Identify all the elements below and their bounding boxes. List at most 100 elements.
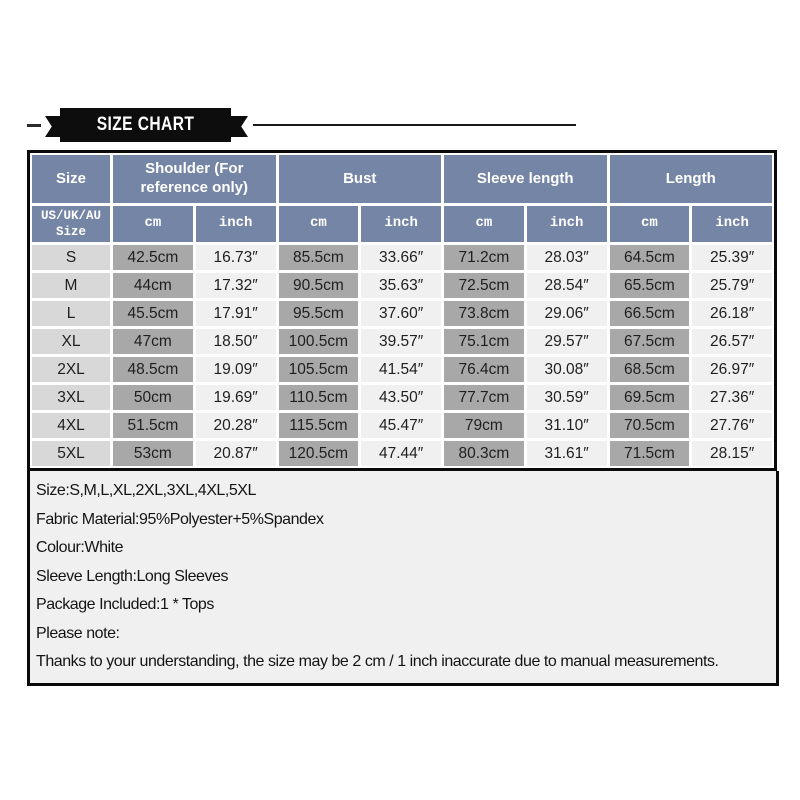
measurement-cell: 17.91″ [195, 301, 276, 326]
size-cell: M [32, 273, 110, 298]
measurement-cell: 53cm [113, 441, 193, 466]
measurement-cell: 115.5cm [278, 413, 359, 438]
subheader-us-uk-au-size: US/UK/AU Size [32, 206, 110, 242]
measurement-cell: 17.32″ [195, 273, 276, 298]
note-colour: Colour:White [36, 539, 124, 556]
measurement-cell: 47cm [113, 329, 193, 354]
measurement-cell: 50cm [113, 385, 193, 410]
measurement-cell: 110.5cm [278, 385, 359, 410]
subheader-inch: inch [692, 206, 772, 242]
measurement-cell: 35.63″ [361, 273, 441, 298]
measurement-cell: 120.5cm [278, 441, 359, 466]
measurement-cell: 26.57″ [692, 329, 772, 354]
measurement-cell: 30.59″ [526, 385, 607, 410]
measurement-cell: 71.5cm [609, 441, 690, 466]
size-table: Size Shoulder (For reference only) Bust … [27, 150, 777, 471]
size-cell: S [32, 245, 110, 270]
measurement-cell: 41.54″ [361, 357, 441, 382]
measurement-cell: 20.87″ [195, 441, 276, 466]
ribbon-right-fold-icon [231, 116, 248, 137]
measurement-cell: 44cm [113, 273, 193, 298]
size-cell: L [32, 301, 110, 326]
note-please-note: Please note: [36, 624, 120, 642]
measurement-cell: 72.5cm [444, 273, 524, 298]
measurement-cell: 31.61″ [526, 441, 607, 466]
measurement-cell: 51.5cm [113, 413, 193, 438]
measurement-cell: 18.50″ [195, 329, 276, 354]
col-group-shoulder: Shoulder (For reference only) [113, 155, 276, 203]
size-chart-banner: SIZE CHART [0, 108, 800, 144]
measurement-cell: 45.5cm [113, 301, 193, 326]
size-cell: 4XL [32, 413, 110, 438]
measurement-cell: 65.5cm [609, 273, 690, 298]
measurement-cell: 75.1cm [444, 329, 524, 354]
note-disclaimer: Thanks to your understanding, the size m… [36, 653, 719, 670]
measurement-cell: 16.73″ [195, 245, 276, 270]
size-cell: 5XL [32, 441, 110, 466]
measurement-cell: 80.3cm [444, 441, 524, 466]
measurement-cell: 77.7cm [444, 385, 524, 410]
note-fabric-material: Fabric Material:95%Polyester+5%Spandex [36, 510, 324, 528]
measurement-cell: 19.69″ [195, 385, 276, 410]
measurement-cell: 73.8cm [444, 301, 524, 326]
measurement-cell: 27.36″ [692, 385, 772, 410]
measurement-cell: 30.08″ [526, 357, 607, 382]
measurement-cell: 64.5cm [609, 245, 690, 270]
measurement-cell: 25.79″ [692, 273, 772, 298]
measurement-cell: 33.66″ [361, 245, 441, 270]
ribbon-left-fold-icon [45, 116, 62, 137]
divider-line [253, 124, 576, 126]
product-notes: Size:S,M,L,XL,2XL,3XL,4XL,5XL Fabric Mat… [27, 471, 779, 686]
note-package-included: Package Included:1 * Tops [36, 596, 214, 613]
measurement-cell: 27.76″ [692, 413, 772, 438]
subheader-inch: inch [361, 206, 441, 242]
measurement-cell: 105.5cm [278, 357, 359, 382]
subheader-cm: cm [444, 206, 524, 242]
measurement-cell: 28.15″ [692, 441, 772, 466]
measurement-cell: 71.2cm [444, 245, 524, 270]
measurement-cell: 66.5cm [609, 301, 690, 326]
measurement-cell: 47.44″ [361, 441, 441, 466]
dash-decoration [27, 124, 41, 127]
measurement-cell: 28.03″ [526, 245, 607, 270]
measurement-cell: 67.5cm [609, 329, 690, 354]
subheader-cm: cm [609, 206, 690, 242]
note-sleeve-length: Sleeve Length:Long Sleeves [36, 567, 229, 585]
measurement-cell: 25.39″ [692, 245, 772, 270]
measurement-cell: 68.5cm [609, 357, 690, 382]
measurement-cell: 26.97″ [692, 357, 772, 382]
col-group-bust: Bust [278, 155, 441, 203]
size-cell: 3XL [32, 385, 110, 410]
size-cell: 2XL [32, 357, 110, 382]
subheader-inch: inch [195, 206, 276, 242]
measurement-cell: 70.5cm [609, 413, 690, 438]
subheader-inch: inch [526, 206, 607, 242]
measurement-cell: 28.54″ [526, 273, 607, 298]
measurement-cell: 45.47″ [361, 413, 441, 438]
col-group-sleeve-length: Sleeve length [444, 155, 607, 203]
measurement-cell: 26.18″ [692, 301, 772, 326]
measurement-cell: 29.57″ [526, 329, 607, 354]
measurement-cell: 90.5cm [278, 273, 359, 298]
col-group-length: Length [609, 155, 772, 203]
measurement-cell: 69.5cm [609, 385, 690, 410]
subheader-cm: cm [278, 206, 359, 242]
measurement-cell: 39.57″ [361, 329, 441, 354]
measurement-cell: 29.06″ [526, 301, 607, 326]
measurement-cell: 20.28″ [195, 413, 276, 438]
ribbon: SIZE CHART [60, 108, 231, 142]
size-cell: XL [32, 329, 110, 354]
measurement-cell: 85.5cm [278, 245, 359, 270]
banner-title: SIZE CHART [96, 114, 195, 135]
measurement-cell: 42.5cm [113, 245, 193, 270]
measurement-cell: 48.5cm [113, 357, 193, 382]
subheader-cm: cm [113, 206, 193, 242]
measurement-cell: 79cm [444, 413, 524, 438]
measurement-cell: 37.60″ [361, 301, 441, 326]
measurement-cell: 95.5cm [278, 301, 359, 326]
note-size-options: Size:S,M,L,XL,2XL,3XL,4XL,5XL [36, 482, 256, 499]
measurement-cell: 43.50″ [361, 385, 441, 410]
measurement-cell: 31.10″ [526, 413, 607, 438]
col-group-size: Size [32, 155, 110, 203]
measurement-cell: 76.4cm [444, 357, 524, 382]
